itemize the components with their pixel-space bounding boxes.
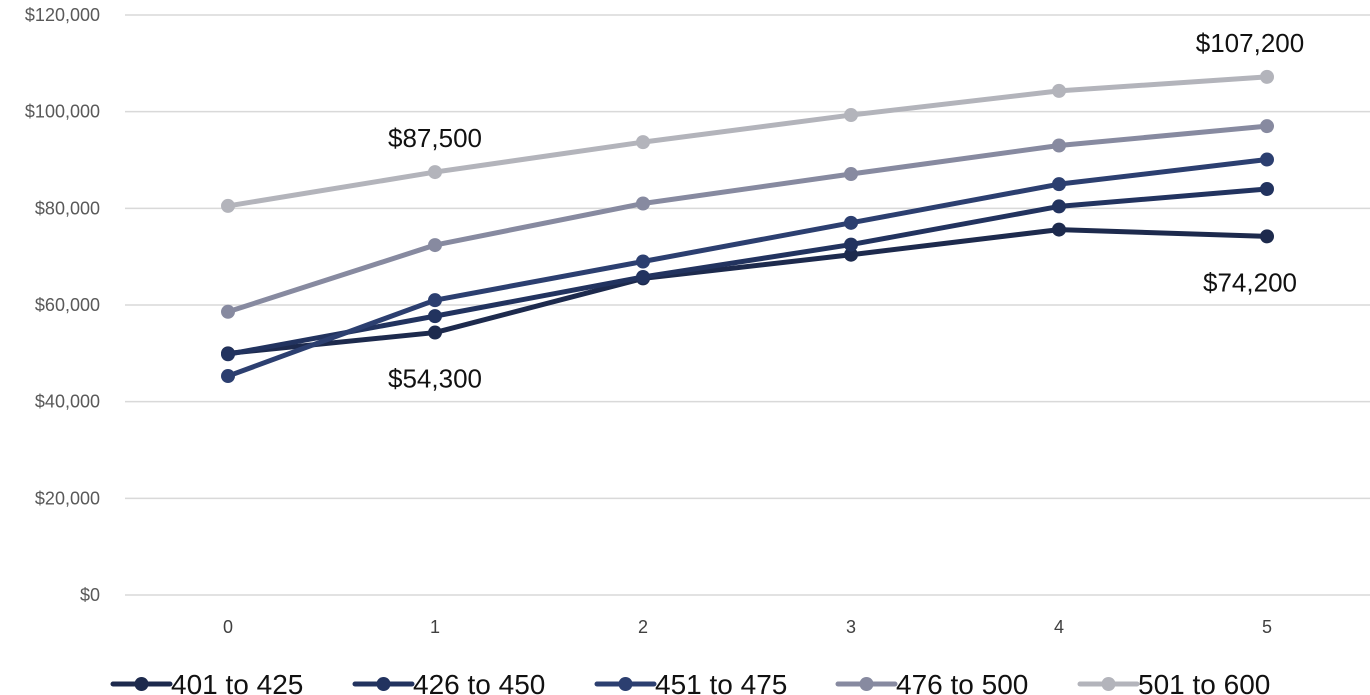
- legend-marker: [859, 677, 874, 691]
- data-point: [1052, 177, 1066, 192]
- data-point: [1052, 199, 1066, 214]
- y-tick-label: $100,000: [25, 102, 100, 122]
- data-point: [428, 165, 442, 180]
- x-tick-label: 3: [846, 617, 856, 637]
- legend-marker: [376, 677, 391, 691]
- data-point: [1260, 182, 1274, 196]
- data-point: [428, 325, 442, 340]
- series-line-4: [225, 74, 1270, 209]
- data-point: [844, 167, 858, 182]
- data-point: [221, 304, 235, 319]
- x-tick-label: 1: [430, 617, 440, 637]
- data-point: [1260, 119, 1274, 134]
- data-point: [1260, 229, 1274, 244]
- data-point: [844, 215, 858, 230]
- data-point: [1052, 138, 1066, 153]
- data-point: [1260, 69, 1274, 84]
- data-point: [428, 238, 442, 253]
- data-point: [844, 247, 858, 262]
- data-point: [1260, 152, 1274, 167]
- data-point: [636, 269, 650, 284]
- data-point: [221, 369, 235, 384]
- data-point: [428, 293, 442, 308]
- y-tick-label: $120,000: [25, 5, 100, 25]
- series-line-2: [225, 157, 1270, 379]
- y-tick-label: $20,000: [35, 488, 100, 508]
- data-point: [636, 135, 650, 150]
- data-label: $54,300: [388, 364, 482, 394]
- legend-marker: [618, 677, 633, 691]
- data-point: [221, 347, 235, 362]
- data-label: $107,200: [1196, 28, 1304, 58]
- data-point: [1052, 83, 1066, 98]
- data-point: [844, 108, 858, 123]
- legend-label: 501 to 600: [1138, 669, 1270, 695]
- data-label: $87,500: [388, 123, 482, 153]
- x-tick-label: 2: [638, 617, 648, 637]
- y-tick-label: $60,000: [35, 295, 100, 315]
- legend-label: 401 to 425: [171, 669, 303, 695]
- legend-marker: [134, 677, 149, 691]
- legend-label: 476 to 500: [896, 669, 1028, 695]
- x-tick-label: 5: [1262, 617, 1272, 637]
- series-line-1: [225, 186, 1270, 357]
- data-point: [428, 309, 442, 324]
- y-tick-label: $80,000: [35, 198, 100, 218]
- x-tick-label: 0: [223, 617, 233, 637]
- legend-label: 451 to 475: [655, 669, 787, 695]
- data-label: $74,200: [1203, 267, 1297, 297]
- data-point: [636, 254, 650, 269]
- data-point: [636, 196, 650, 211]
- y-tick-label: $40,000: [35, 392, 100, 412]
- legend-label: 426 to 450: [413, 669, 545, 695]
- series-line-3: [225, 123, 1270, 315]
- series-line-0: [225, 227, 1270, 356]
- data-point: [1052, 222, 1066, 237]
- data-point: [221, 198, 235, 213]
- legend-marker: [1101, 677, 1116, 691]
- data-point: [844, 237, 858, 252]
- y-tick-label: $0: [80, 585, 100, 605]
- x-tick-label: 4: [1054, 617, 1064, 637]
